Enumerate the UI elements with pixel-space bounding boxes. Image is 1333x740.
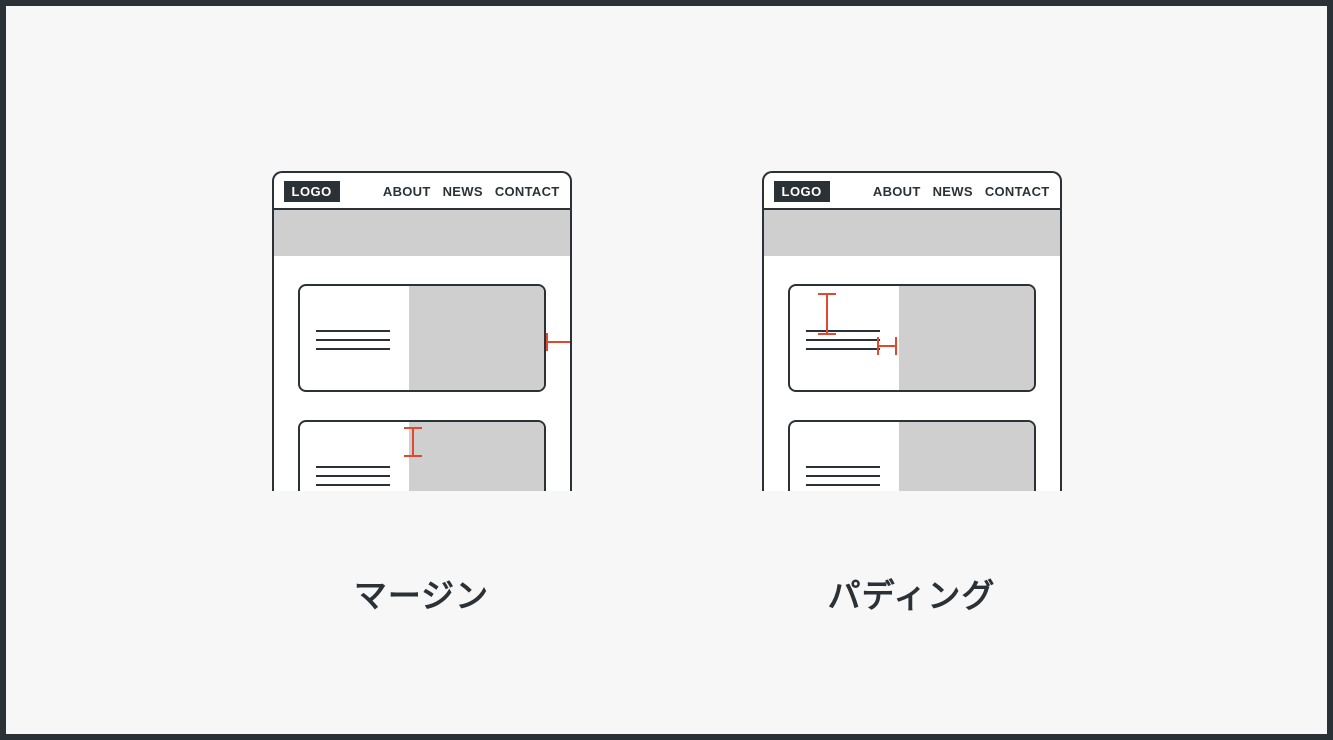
- wireframe-mockup: LOGO ABOUT NEWS CONTACT: [272, 171, 572, 491]
- card-image-placeholder: [899, 286, 1033, 390]
- margin-indicator-horizontal: [546, 333, 572, 351]
- hero-block: [764, 210, 1060, 256]
- card-image-placeholder: [899, 422, 1033, 491]
- panel-margin: LOGO ABOUT NEWS CONTACT: [272, 171, 572, 617]
- content-card: [298, 284, 546, 392]
- nav-item-contact: CONTACT: [985, 184, 1050, 199]
- panels-row: LOGO ABOUT NEWS CONTACT: [6, 171, 1327, 617]
- logo-badge: LOGO: [284, 181, 340, 202]
- card-image-placeholder: [409, 286, 543, 390]
- hero-block: [274, 210, 570, 256]
- card-text-lines: [316, 330, 390, 350]
- nav-item-about: ABOUT: [383, 184, 431, 199]
- card-image-placeholder: [409, 422, 543, 491]
- nav-item-news: NEWS: [933, 184, 973, 199]
- mockup-content: [764, 256, 1060, 491]
- panel-caption: マージン: [354, 569, 489, 617]
- mockup-header: LOGO ABOUT NEWS CONTACT: [764, 173, 1060, 210]
- wireframe-mockup: LOGO ABOUT NEWS CONTACT: [762, 171, 1062, 491]
- content-card: [298, 420, 546, 491]
- mockup-header: LOGO ABOUT NEWS CONTACT: [274, 173, 570, 210]
- margin-indicator-vertical: [404, 427, 422, 457]
- padding-indicator-vertical: [818, 293, 836, 335]
- panel-padding: LOGO ABOUT NEWS CONTACT: [762, 171, 1062, 617]
- nav-item-contact: CONTACT: [495, 184, 560, 199]
- logo-badge: LOGO: [774, 181, 830, 202]
- diagram-canvas: LOGO ABOUT NEWS CONTACT: [0, 0, 1333, 740]
- mockup-content: [274, 256, 570, 491]
- card-text-lines: [806, 466, 880, 486]
- card-text-lines: [316, 466, 390, 486]
- mockup-nav: ABOUT NEWS CONTACT: [873, 184, 1050, 199]
- panel-caption: パディング: [828, 569, 996, 617]
- nav-item-news: NEWS: [443, 184, 483, 199]
- padding-indicator-horizontal: [877, 337, 897, 355]
- mockup-nav: ABOUT NEWS CONTACT: [383, 184, 560, 199]
- content-card: [788, 420, 1036, 491]
- nav-item-about: ABOUT: [873, 184, 921, 199]
